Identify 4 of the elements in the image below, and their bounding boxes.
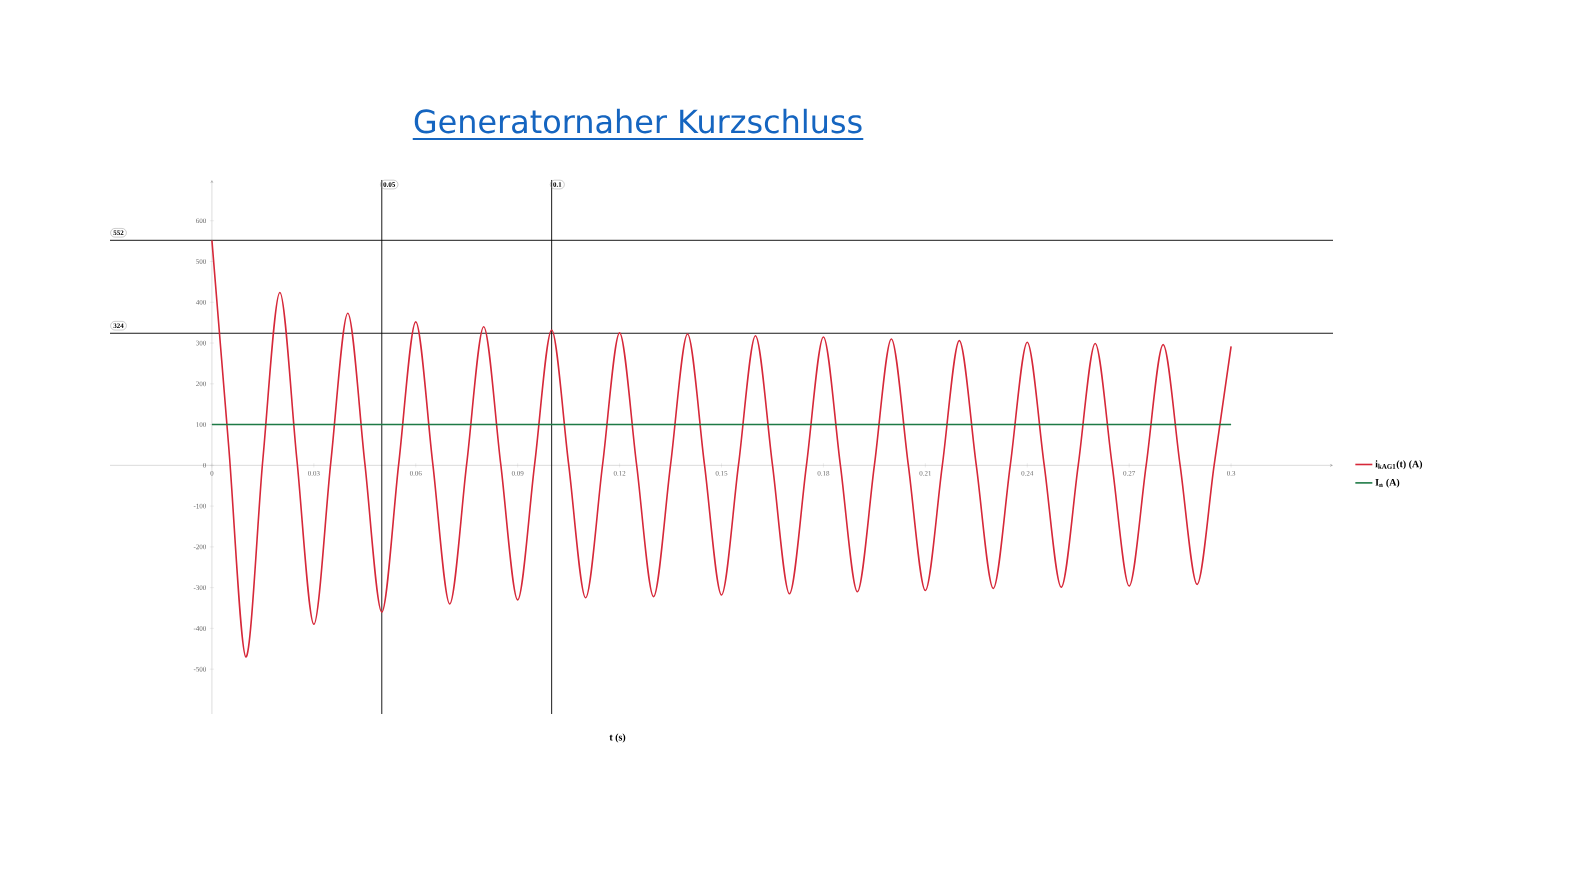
chart-title: Generatornaher Kurzschluss [414,108,862,134]
text: i$_{kAG1}$(t) (A) [1375,460,1423,470]
x-axis-title: t (s) [609,733,626,743]
text: I$_{n}$ (A) [1375,478,1400,488]
